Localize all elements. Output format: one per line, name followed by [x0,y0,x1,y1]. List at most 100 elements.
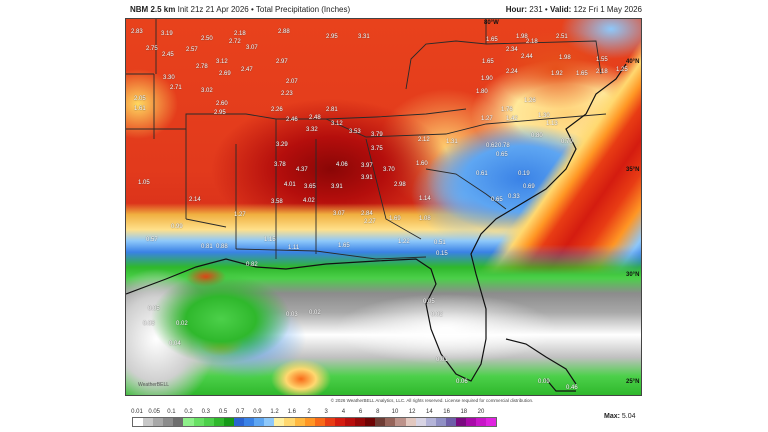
point-value: 3.91 [361,175,373,181]
point-value: 1.25 [616,67,628,73]
point-value: 3.30 [163,75,175,81]
colorbar-tick: 0.2 [184,409,193,415]
colorbar-tick: 0.5 [218,409,228,415]
colorbar-tick: 0.7 [236,409,245,415]
colorbar-swatch [324,418,335,426]
point-value: 3.12 [331,121,343,127]
colorbar-swatch [486,418,497,426]
point-value: 2.81 [326,107,338,113]
point-value: 2.95 [326,34,338,40]
max-value: 5.04 [621,413,636,420]
point-value: 0.46 [566,385,578,391]
point-value: 1.13 [546,121,558,127]
point-value: 0.70 [561,139,573,145]
point-value: 2.95 [214,110,226,116]
point-value: 0.65 [491,197,503,203]
colorbar-swatch [314,418,325,426]
colorbar-swatch [385,418,396,426]
point-value: 2.26 [271,107,283,113]
colorbar-swatch [395,418,406,426]
graticule-label: 25°N [626,379,640,385]
colorbar-swatch [244,418,255,426]
point-value: 0.62 [486,143,498,149]
point-value: 1.14 [419,196,431,202]
copyright-notice: © 2026 WeatherBELL Analytics, LLC. All r… [330,398,534,403]
point-value: 2.78 [196,64,208,70]
point-value: 1.55 [596,57,608,63]
point-value: 3.79 [371,132,383,138]
valid-value: 12z Fri 1 May 2026 [573,5,642,14]
point-value: 0.05 [148,306,160,312]
point-value: 2.24 [506,69,518,75]
colorbar-swatch [365,418,376,426]
point-value: 1.11 [288,245,300,251]
point-value: 2.75 [146,46,158,52]
point-value: 1.08 [419,216,431,222]
hour-value: 231 [529,5,543,14]
point-value: 2.27 [364,219,376,225]
point-value: 3.07 [333,211,345,217]
point-value: 1.42 [506,116,518,122]
graticule-label: 30°N [626,272,640,278]
colorbar-swatch [334,418,345,426]
point-value: 1.05 [138,180,150,186]
point-value: 0.02 [309,310,321,316]
point-value: 2.83 [131,29,143,35]
colorbar-tick: 1.6 [287,409,296,415]
colorbar-tick: 8 [376,409,380,415]
colorbar-tick: 0.01 [131,409,143,415]
point-value: 0.78 [498,143,510,149]
point-value: 2.60 [216,101,228,107]
colorbar-tick: 20 [477,409,485,415]
point-value: 3.31 [358,34,370,40]
colorbar-swatch [405,418,416,426]
colorbar-tick: 0.1 [167,409,176,415]
point-value: 3.32 [306,127,318,133]
colorbar-tick: 1.2 [270,409,279,415]
point-value: 1.80 [476,89,488,95]
point-value: 0.82 [246,262,258,268]
colorbar-tick: 0.05 [148,409,161,415]
colorbar-swatch [445,418,456,426]
colorbar-swatch [133,418,144,426]
point-value: 0.69 [523,184,535,190]
point-value: 3.07 [246,45,258,51]
colorbar-tick: 2 [307,409,311,415]
point-value: 0.80 [531,133,543,139]
point-value: 2.50 [201,36,213,42]
graticule-label: 80°W [484,20,499,26]
colorbar [132,417,498,427]
point-value: 0.81 [201,244,213,250]
colorbar-swatch [203,418,214,426]
point-value: 0.06 [456,379,468,385]
point-value: 2.05 [134,96,146,102]
colorbar-swatch [254,418,265,426]
point-value: 1.22 [398,239,410,245]
point-value: 2.48 [309,115,321,121]
point-value: 1.31 [446,139,458,145]
boundaries-overlay [126,19,627,392]
init-time: Init 21z 21 Apr 2026 [177,5,249,14]
point-value: 1.90 [481,76,493,82]
point-value: 3.65 [304,184,316,190]
point-value: 3.12 [216,59,228,65]
colorbar-swatch [153,418,164,426]
colorbar-swatch [304,418,315,426]
colorbar-tick: 0.3 [201,409,210,415]
point-value: 2.47 [241,67,253,73]
model-name: NBM 2.5 km [130,5,176,14]
point-value: 0.65 [496,152,508,158]
point-value: 2.84 [361,211,373,217]
point-value: 3.91 [331,184,343,190]
point-value: 2.18 [526,39,538,45]
colorbar-tick: 6 [358,409,363,415]
point-value: 1.27 [234,212,246,218]
point-value: 2.07 [286,79,298,85]
point-value: 4.06 [336,162,348,168]
point-value: 0.01 [436,357,448,363]
point-value: 1.98 [559,55,571,61]
colorbar-swatch [173,418,184,426]
point-value: 1.30 [538,113,550,119]
point-value: 1.26 [524,98,536,104]
point-value: 2.44 [521,54,533,60]
